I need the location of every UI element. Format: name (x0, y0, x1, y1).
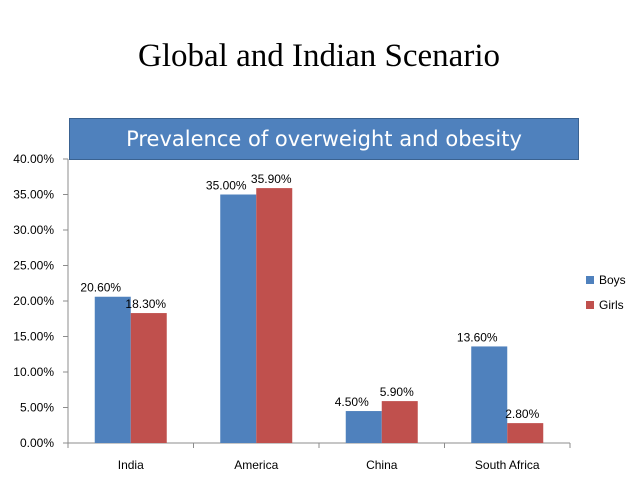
legend-label-girls: Girls (599, 298, 624, 312)
data-label: 18.30% (125, 297, 166, 311)
x-tick-label: America (234, 458, 278, 472)
data-label: 5.90% (380, 385, 414, 399)
data-label: 2.80% (505, 407, 539, 421)
bar-girls-america (256, 188, 293, 443)
y-tick-label: 5.00% (20, 401, 54, 415)
data-label: 35.00% (206, 179, 247, 193)
data-label: 35.90% (251, 172, 292, 186)
bar-girls-south-africa (507, 423, 544, 443)
chart-title: Prevalence of overweight and obesity (69, 118, 579, 160)
y-tick-label: 35.00% (13, 188, 54, 202)
data-label: 20.60% (80, 281, 121, 295)
slide-title: Global and Indian Scenario (138, 38, 500, 74)
legend-swatch-boys (586, 276, 594, 284)
bar-girls-china (381, 401, 418, 443)
x-tick-label: India (118, 458, 144, 472)
legend-label-boys: Boys (599, 273, 626, 287)
bar-boys-china (345, 411, 382, 443)
y-tick-label: 25.00% (13, 259, 54, 273)
x-tick-label: South Africa (475, 458, 540, 472)
bar-boys-america (220, 194, 257, 443)
bar-boys-india (94, 296, 131, 443)
data-label: 13.60% (457, 330, 498, 344)
legend-swatch-girls (586, 301, 594, 309)
x-tick-label: China (366, 458, 398, 472)
data-label: 4.50% (335, 395, 369, 409)
y-tick-label: 15.00% (13, 330, 54, 344)
bar-boys-south-africa (471, 346, 508, 443)
y-tick-label: 30.00% (13, 223, 54, 237)
y-tick-label: 20.00% (13, 294, 54, 308)
y-tick-label: 40.00% (13, 152, 54, 166)
y-tick-label: 0.00% (20, 436, 54, 450)
y-tick-label: 10.00% (13, 365, 54, 379)
bar-girls-india (130, 313, 167, 443)
